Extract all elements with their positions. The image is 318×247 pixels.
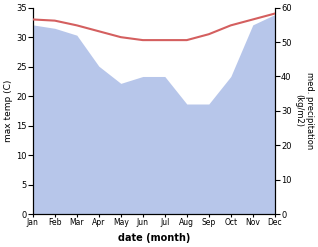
X-axis label: date (month): date (month) bbox=[118, 233, 190, 243]
Y-axis label: max temp (C): max temp (C) bbox=[4, 80, 13, 142]
Y-axis label: med. precipitation
(kg/m2): med. precipitation (kg/m2) bbox=[294, 72, 314, 149]
